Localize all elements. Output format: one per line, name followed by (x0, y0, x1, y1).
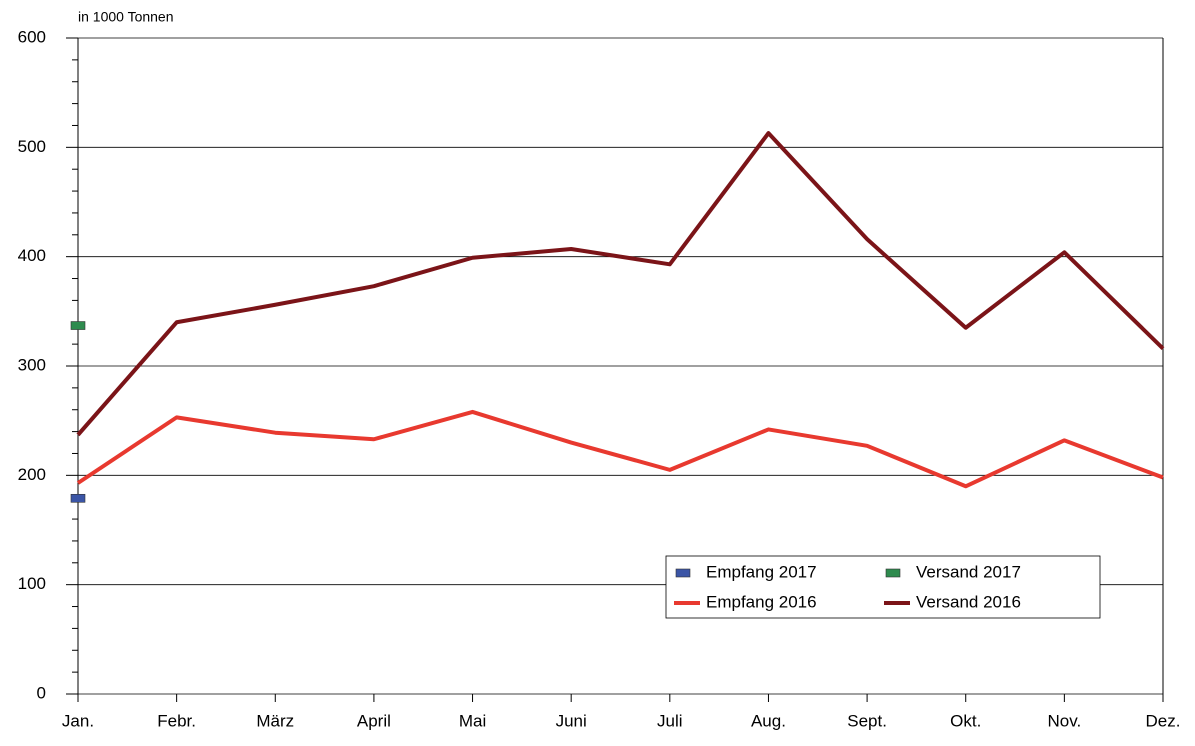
axis-label: in 1000 Tonnen (78, 9, 174, 25)
x-tick-label: Okt. (950, 711, 981, 730)
x-tick-label: Juni (556, 711, 587, 730)
y-tick-label: 200 (18, 465, 46, 484)
y-tick-label: 400 (18, 246, 46, 265)
legend-marker (885, 568, 901, 578)
x-tick-label: Sept. (847, 711, 887, 730)
x-tick-label: Dez. (1146, 711, 1181, 730)
legend-marker (675, 568, 691, 578)
series-line (76, 409, 1164, 489)
legend-label: Empfang 2017 (706, 562, 817, 581)
x-tick-label: Nov. (1048, 711, 1082, 730)
marker (70, 493, 86, 503)
x-tick-label: Febr. (157, 711, 196, 730)
x-tick-label: Mai (459, 711, 486, 730)
y-tick-label: 600 (18, 27, 46, 46)
y-tick-label: 300 (18, 355, 46, 374)
legend-label: Versand 2017 (916, 562, 1021, 581)
y-tick-label: 0 (37, 683, 46, 702)
legend-label: Versand 2016 (916, 592, 1021, 611)
x-tick-label: Jan. (62, 711, 94, 730)
x-tick-label: März (256, 711, 294, 730)
legend-box (665, 555, 1101, 619)
x-tick-label: April (357, 711, 391, 730)
x-tick-label: Juli (657, 711, 683, 730)
series-line (76, 131, 1165, 437)
legend-label: Empfang 2016 (706, 592, 817, 611)
marker (70, 321, 86, 330)
x-tick-label: Aug. (751, 711, 786, 730)
y-tick-label: 100 (18, 574, 46, 593)
y-tick-label: 500 (18, 137, 46, 156)
